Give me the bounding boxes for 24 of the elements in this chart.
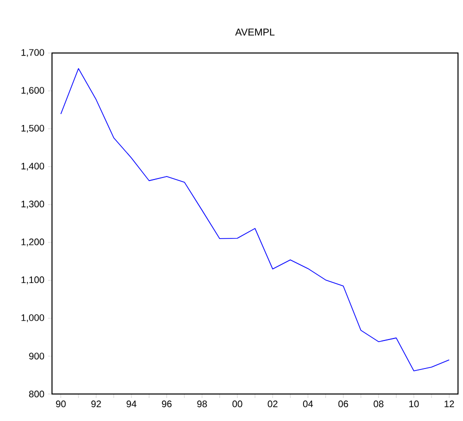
x-tick-label: 00 <box>232 400 242 408</box>
x-tick-label: 04 <box>303 400 313 408</box>
y-tick-label: 1,700 <box>22 49 44 57</box>
x-tick-label: 94 <box>126 400 136 408</box>
x-tick-label: 06 <box>338 400 348 408</box>
x-tick-label: 12 <box>444 400 454 408</box>
x-tick-label: 08 <box>374 400 384 408</box>
y-tick-label: 900 <box>29 352 44 360</box>
line-series <box>60 68 450 372</box>
x-tick-label: 02 <box>268 400 278 408</box>
y-tick-label: 800 <box>29 390 44 398</box>
y-tick-label: 1,500 <box>22 124 44 133</box>
y-tick-label: 1,000 <box>22 314 44 322</box>
x-tick-label: 90 <box>56 400 66 408</box>
y-tick-label: 1,100 <box>22 276 44 284</box>
x-tick-label: 92 <box>91 400 101 408</box>
y-tick-label: 1,200 <box>22 238 44 246</box>
y-tick-label: 1,400 <box>22 162 44 171</box>
y-tick-label: 1,300 <box>22 200 44 208</box>
x-tick-label: 10 <box>409 400 419 408</box>
chart-title: AVEMPL <box>235 28 275 36</box>
x-tick-label: 98 <box>197 400 207 408</box>
x-tick-label: 96 <box>162 400 172 408</box>
y-tick-label: 1,600 <box>22 86 44 95</box>
